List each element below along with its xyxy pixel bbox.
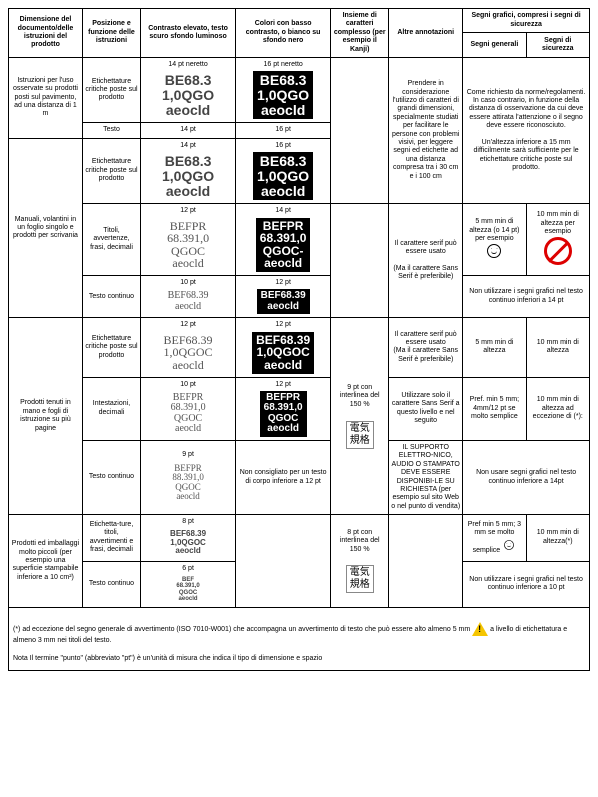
- kanji-sample: 電気規格: [346, 421, 374, 449]
- r4c-signs: Non usare segni grafici nel testo contin…: [463, 440, 590, 514]
- sample-text-dark: BE68.31,0QGOaeocld: [253, 71, 313, 119]
- typography-guideline-table: Dimensione del documento/delle istruzion…: [8, 8, 590, 671]
- r5-dark: [236, 515, 331, 608]
- r3b-pos: Testo continuo: [82, 276, 140, 318]
- sample-text: BEFPR68.391,0QGOCaeocld: [169, 391, 208, 437]
- footnotes-cell: (*) ad eccezione del segno generale di a…: [9, 608, 590, 670]
- header-dimension: Dimensione del documento/delle istruzion…: [9, 9, 83, 58]
- prohibition-icon: [544, 237, 572, 265]
- sample-text-dark: BE68.31,0QGOaeocld: [253, 152, 313, 200]
- r3-light: 12 pt BEFPR68.391,0QGOCaeocld: [141, 204, 236, 276]
- r2-pos: Etichettature critiche poste sul prodott…: [82, 138, 140, 203]
- r4-light: 12 pt BEF68.391,0QGOCaeocld: [141, 318, 236, 377]
- header-general-signs: Segni generali: [463, 33, 526, 57]
- r4-notes-a: Il carattere serif può essere usato (Ma …: [389, 318, 463, 377]
- r3-doc: Manuali, volantini in un foglio singolo …: [9, 138, 83, 318]
- smiley-icon: [504, 540, 514, 550]
- smiley-icon: [487, 244, 501, 258]
- r5b-light: 6 pt BEF68.391,0QGOCaeocld: [141, 561, 236, 608]
- header-low-contrast: Colori con basso contrasto, o bianco su …: [236, 9, 331, 58]
- warning-triangle-icon: [472, 622, 488, 636]
- r1-signs: Come richiesto da norme/regolamenti. In …: [463, 57, 590, 203]
- kanji-sample: 電気規格: [346, 565, 374, 593]
- r4-sign-a: 5 mm min di altezza: [463, 318, 526, 377]
- r3b-light: 10 pt BEF68.39aeocld: [141, 276, 236, 318]
- r4-kanji-cell: 9 pt con interlinea del 150 % 電気規格: [331, 318, 389, 515]
- r3b-dark: 12 pt BEF68.39aeocld: [236, 276, 331, 318]
- r4-dark: 12 pt BEF68.391,0QGOCaeocld: [236, 318, 331, 377]
- r2-dark: 16 pt BE68.31,0QGOaeocld: [236, 138, 331, 203]
- r5-pos-a: Etichetta-ture, titoli, avvertimenti e f…: [82, 515, 140, 562]
- sample-text: BEF68.39aeocld: [166, 289, 211, 314]
- sample-text: BE68.31,0QGOaeocld: [160, 71, 216, 119]
- r3-notes: Il carattere serif può essere usato (Ma …: [389, 204, 463, 318]
- r3-dark: 14 pt BEFPR68.391,0QGOC-aeocld: [236, 204, 331, 276]
- r1-kanji: [331, 57, 389, 203]
- r3-pos-a: Titoli, avvertenze, frasi, decimali: [82, 204, 140, 276]
- sample-text: BEF68.391,0QGOCaeocld: [162, 332, 215, 374]
- sample-text: BE68.31,0QGOaeocld: [160, 152, 216, 200]
- r1-doc: Istruzioni per l'uso osservate su prodot…: [9, 57, 83, 138]
- r5-light: 8 pt BEF68.391,0QGOCaeocld: [141, 515, 236, 562]
- header-safety-signs: Segni di sicurezza: [526, 33, 589, 57]
- footnote-2: Nota Il termine "punto" (abbreviato "pt"…: [13, 655, 322, 662]
- r1-light: 14 pt neretto BE68.31,0QGOaeocld: [141, 57, 236, 122]
- r5-sign-a: Pref min 5 mm; 3 mm se molto semplice: [463, 515, 526, 562]
- header-high-contrast: Contrasto elevato, testo scuro sfondo lu…: [141, 9, 236, 58]
- r5-kanji-cell: 8 pt con interlinea del 150 % 電気規格: [331, 515, 389, 608]
- r5-notes: [389, 515, 463, 608]
- sample-text: BEF68.391,0QGOCaeocld: [168, 528, 208, 557]
- r1-pos-b: Testo: [82, 123, 140, 138]
- sample-text: BEF68.391,0QGOCaeocld: [174, 575, 201, 604]
- header-other: Altre annotazioni: [389, 9, 463, 58]
- r5-sign-b: 10 mm min di altezza(*): [526, 515, 589, 562]
- r4b-dark: 12 pt BEFPR68.391,0QGOCaeocld: [236, 377, 331, 440]
- header-complex-chars: Insieme di caratteri complesso (per esem…: [331, 9, 389, 58]
- r4-pos-a: Etichettature critiche poste sul prodott…: [82, 318, 140, 377]
- r4c-notes: IL SUPPORTO ELETTRO-NICO, AUDIO O STAMPA…: [389, 440, 463, 514]
- r1b-dark-pt: 16 pt: [236, 123, 331, 138]
- r4-sign-b: 10 mm min di altezza: [526, 318, 589, 377]
- r3b-signs: Non utilizzare i segni grafici nel testo…: [463, 276, 590, 318]
- sample-text-dark: BEFPR68.391,0QGOC-aeocld: [256, 218, 311, 272]
- r1-dark: 16 pt neretto BE68.31,0QGOaeocld: [236, 57, 331, 122]
- r4b-sign-a: Pref. min 5 mm; 4mm/12 pt se molto sempl…: [463, 377, 526, 440]
- r4b-notes: Utilizzare solo il carattere Sans Serif …: [389, 377, 463, 440]
- r4c-dark: Non consigliato per un testo di corpo in…: [236, 440, 331, 514]
- sample-text: BEFPR88.391,0QGOCaeocld: [170, 462, 206, 504]
- r5b-signs: Non utilizzare i segni grafici nel testo…: [463, 561, 590, 608]
- r5-doc: Prodotti ed imballaggi molto piccoli (pe…: [9, 515, 83, 608]
- r1b-light-pt: 14 pt: [141, 123, 236, 138]
- r1-pos-a: Etichettature critiche poste sul prodott…: [82, 57, 140, 122]
- r4-doc: Prodotti tenuti in mano e fogli di istru…: [9, 318, 83, 515]
- sample-text-dark: BEF68.39aeocld: [257, 289, 310, 314]
- r3-kanji: [331, 204, 389, 318]
- r4b-sign-b: 10 mm min di altezza ad eccezione di (*)…: [526, 377, 589, 440]
- sample-text-dark: BEF68.391,0QGOCaeocld: [252, 332, 314, 374]
- r2-light: 14 pt BE68.31,0QGOaeocld: [141, 138, 236, 203]
- r4b-pos: Intestazioni, decimali: [82, 377, 140, 440]
- r4c-pos: Testo continuo: [82, 440, 140, 514]
- r4c-light: 9 pt BEFPR88.391,0QGOCaeocld: [141, 440, 236, 514]
- header-position: Posizione e funzione delle istruzioni: [82, 9, 140, 58]
- r3-sign-b: 10 mm min di altezza per esempio: [526, 204, 589, 276]
- sample-text: BEFPR68.391,0QGOCaeocld: [165, 218, 211, 272]
- footnote-1a: (*) ad eccezione del segno generale di a…: [13, 626, 470, 633]
- r3-sign-a: 5 mm min di altezza (o 14 pt) per esempi…: [463, 204, 526, 276]
- sample-text-dark: BEFPR68.391,0QGOCaeocld: [260, 391, 307, 437]
- r4b-light: 10 pt BEFPR68.391,0QGOCaeocld: [141, 377, 236, 440]
- r1-notes: Prendere in considerazione l'utilizzo di…: [389, 57, 463, 203]
- r5b-pos: Testo continuo: [82, 561, 140, 608]
- header-graphics: Segni grafici, compresi i segni di sicur…: [463, 9, 590, 33]
